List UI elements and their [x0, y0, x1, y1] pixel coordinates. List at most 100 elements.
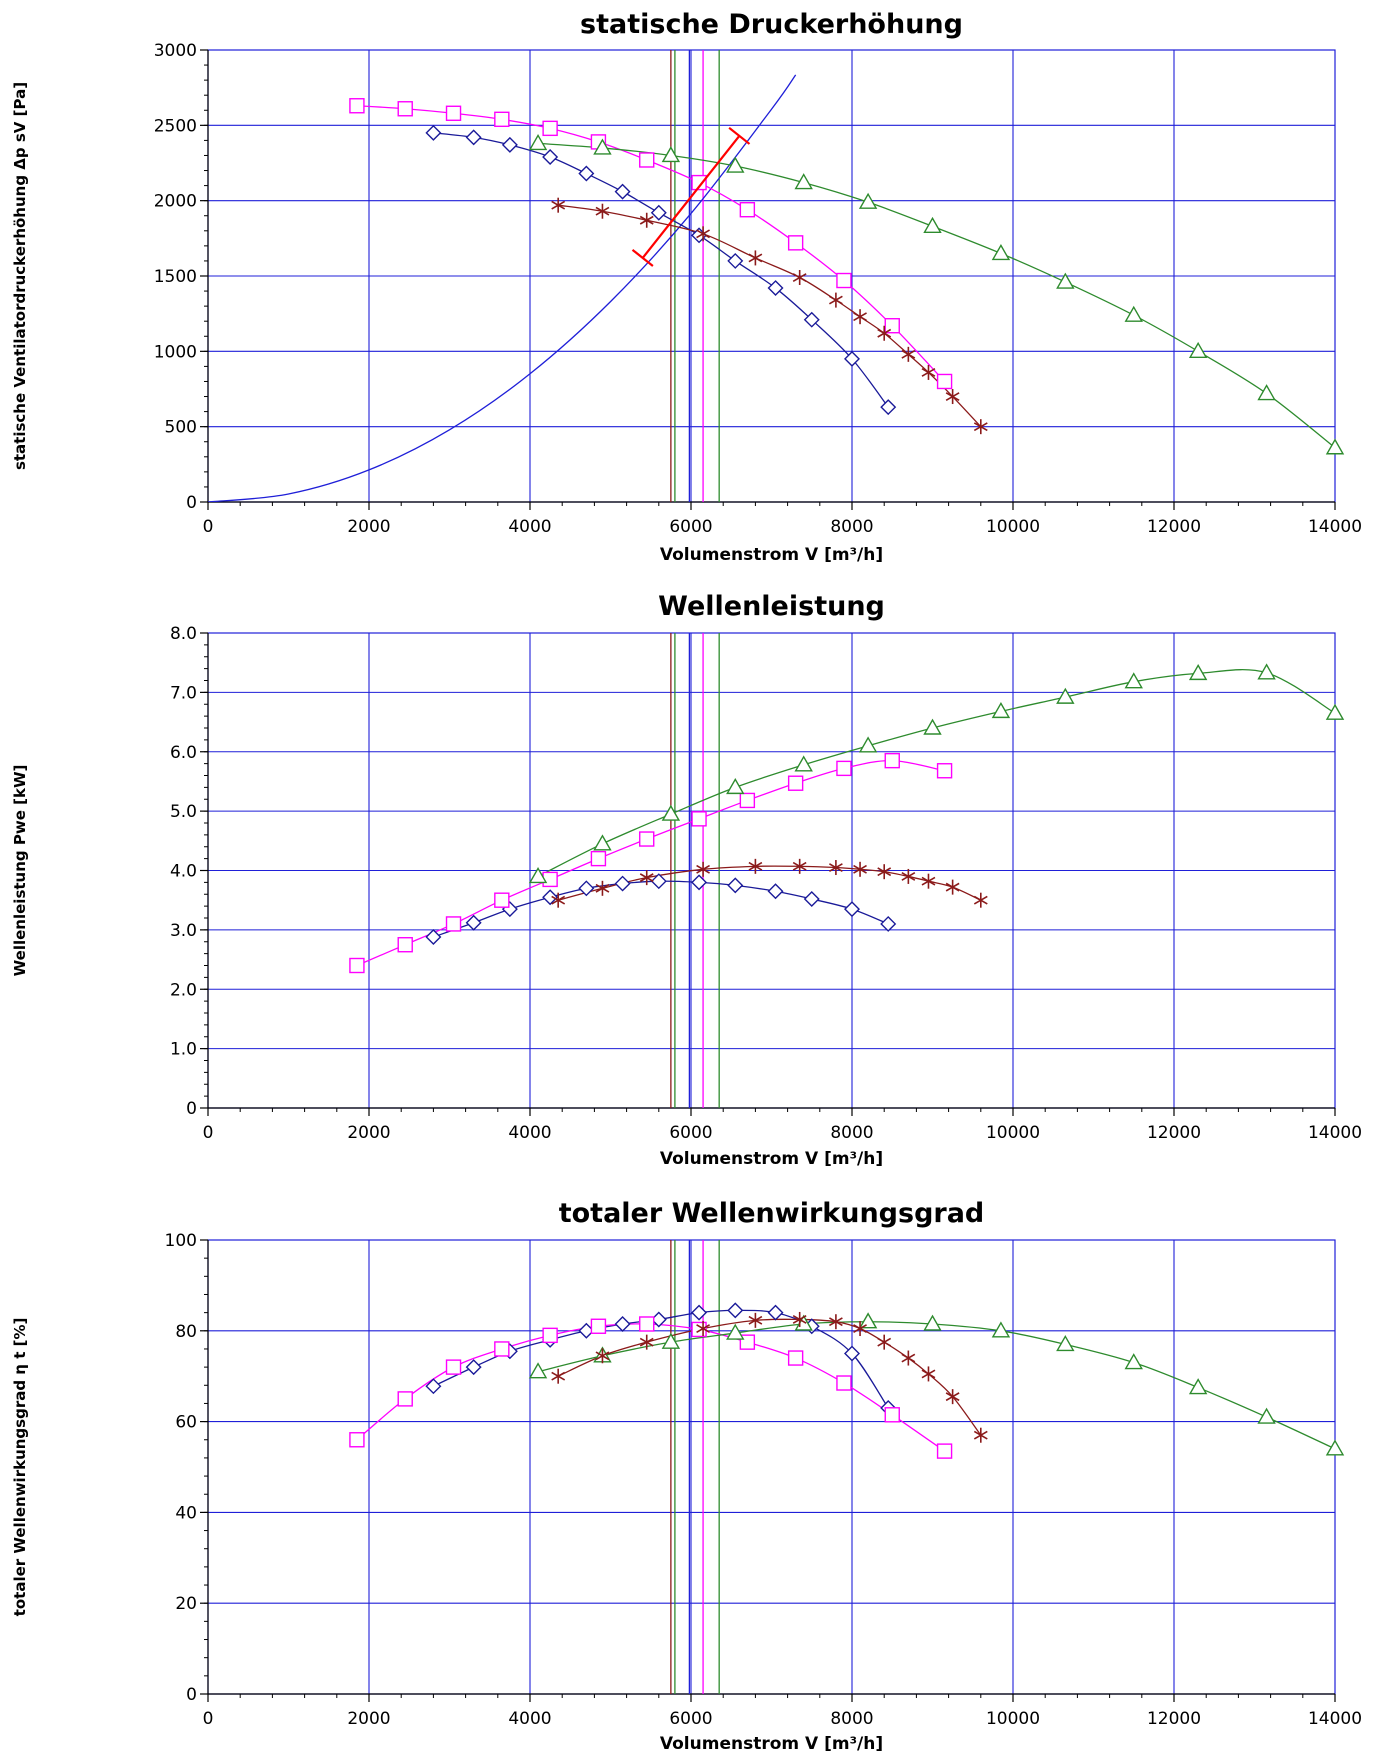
- data-point: [844, 1345, 860, 1362]
- data-point: [578, 165, 595, 182]
- plot-frame: [207, 1239, 1336, 1695]
- chart-panel-1: 0 2000 4000 6000 8000 10000 12000 14000 0 500 1000…: [11, 9, 1362, 565]
- data-point: [1325, 1439, 1345, 1456]
- data-point: [803, 311, 820, 328]
- y-tick-label: 40: [175, 1503, 197, 1523]
- data-point: [445, 1359, 462, 1375]
- x-tick-label: 12000: [1147, 517, 1201, 537]
- data-point: [639, 1334, 654, 1350]
- data-point: [465, 914, 482, 931]
- data-point: [595, 1348, 610, 1364]
- operating-point-marker: [631, 126, 751, 267]
- y-tick-label: 2500: [154, 116, 197, 136]
- x-tick-label: 10000: [986, 1709, 1040, 1729]
- data-point: [494, 1341, 510, 1357]
- data-point: [1325, 703, 1345, 720]
- data-point: [844, 901, 860, 918]
- data-point: [650, 204, 667, 221]
- data-point: [727, 1302, 744, 1319]
- data-point: [696, 861, 710, 877]
- data-point: [590, 1318, 607, 1334]
- data-point: [877, 325, 892, 341]
- data-point: [901, 1350, 916, 1366]
- chart-panel-3: 0 2000 4000 6000 8000 10000 12000 14000 0 20 40 60 8…: [11, 1198, 1362, 1754]
- y-tick-label: 7.0: [170, 683, 197, 703]
- data-point: [923, 718, 942, 735]
- data-point: [853, 861, 867, 877]
- x-tick-label: 2000: [347, 1123, 390, 1143]
- data-point: [639, 1316, 655, 1332]
- data-point: [945, 389, 960, 405]
- data-point: [727, 252, 744, 269]
- data-point: [1056, 272, 1075, 289]
- data-point: [923, 1314, 942, 1331]
- data-point: [639, 212, 654, 228]
- data-point: [829, 292, 843, 308]
- data-point: [542, 889, 559, 906]
- x-tick-label: 10000: [986, 1123, 1040, 1143]
- data-point: [1188, 1378, 1208, 1395]
- x-axis-label: Volumenstrom V [m³/h]: [660, 1734, 883, 1754]
- x-tick-label: 0: [203, 1709, 214, 1729]
- x-tick-label: 6000: [669, 1123, 712, 1143]
- data-point: [1257, 663, 1276, 680]
- data-point: [945, 1389, 960, 1405]
- operating-line: [641, 135, 741, 259]
- data-point: [349, 1432, 365, 1448]
- data-point: [445, 916, 462, 932]
- data-point: [349, 957, 365, 974]
- data-point: [425, 929, 442, 945]
- data-point: [465, 129, 482, 146]
- data-point: [1188, 663, 1208, 681]
- data-point: [748, 250, 763, 266]
- y-tick-label: 2000: [154, 192, 197, 212]
- markers-fan-d: [551, 197, 988, 435]
- markers-fan-a: [425, 124, 897, 416]
- data-point: [858, 736, 878, 753]
- data-point: [595, 203, 610, 219]
- data-point: [445, 105, 462, 121]
- data-point: [829, 860, 843, 876]
- data-point: [884, 318, 900, 334]
- x-tick-label: 8000: [830, 517, 873, 537]
- data-point: [923, 216, 942, 233]
- y-tick-label: 4.0: [170, 862, 197, 882]
- data-point: [696, 226, 710, 242]
- data-point: [593, 834, 612, 851]
- data-point: [945, 879, 960, 895]
- data-point: [794, 173, 813, 190]
- data-point: [614, 183, 631, 200]
- data-point: [726, 1323, 745, 1340]
- markers-fan-c: [528, 134, 1345, 455]
- data-point: [501, 136, 518, 153]
- x-tick-label: 2000: [347, 517, 390, 537]
- grid-lines: [208, 50, 1335, 502]
- data-point: [661, 1332, 681, 1349]
- x-tick-label: 4000: [508, 1123, 551, 1143]
- data-point: [973, 1427, 988, 1443]
- chart-title: statische Druckerhöhung: [580, 9, 963, 40]
- data-point: [590, 850, 607, 867]
- x-tick-label: 10000: [986, 517, 1040, 537]
- data-point: [973, 419, 988, 435]
- data-point: [1257, 384, 1276, 401]
- data-point: [639, 831, 655, 847]
- y-axis-label: Wellenleistung Pwe [kW]: [11, 765, 29, 977]
- data-point: [397, 1391, 413, 1407]
- data-point: [542, 148, 559, 165]
- x-tick-label: 4000: [508, 517, 551, 537]
- data-point: [739, 792, 756, 809]
- y-tick-label: 1000: [154, 342, 197, 362]
- operating-line-cap: [631, 248, 654, 267]
- data-point: [593, 138, 612, 155]
- data-point: [901, 868, 916, 884]
- grid-lines: [208, 633, 1335, 1108]
- data-point: [726, 156, 745, 173]
- data-point: [727, 877, 744, 894]
- operating-line-cap: [728, 126, 751, 145]
- data-point: [844, 350, 860, 367]
- data-point: [1056, 687, 1075, 704]
- x-tick-label: 8000: [830, 1123, 873, 1143]
